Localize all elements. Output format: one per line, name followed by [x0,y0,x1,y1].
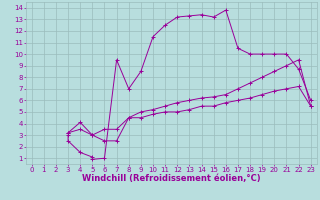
X-axis label: Windchill (Refroidissement éolien,°C): Windchill (Refroidissement éolien,°C) [82,174,260,183]
